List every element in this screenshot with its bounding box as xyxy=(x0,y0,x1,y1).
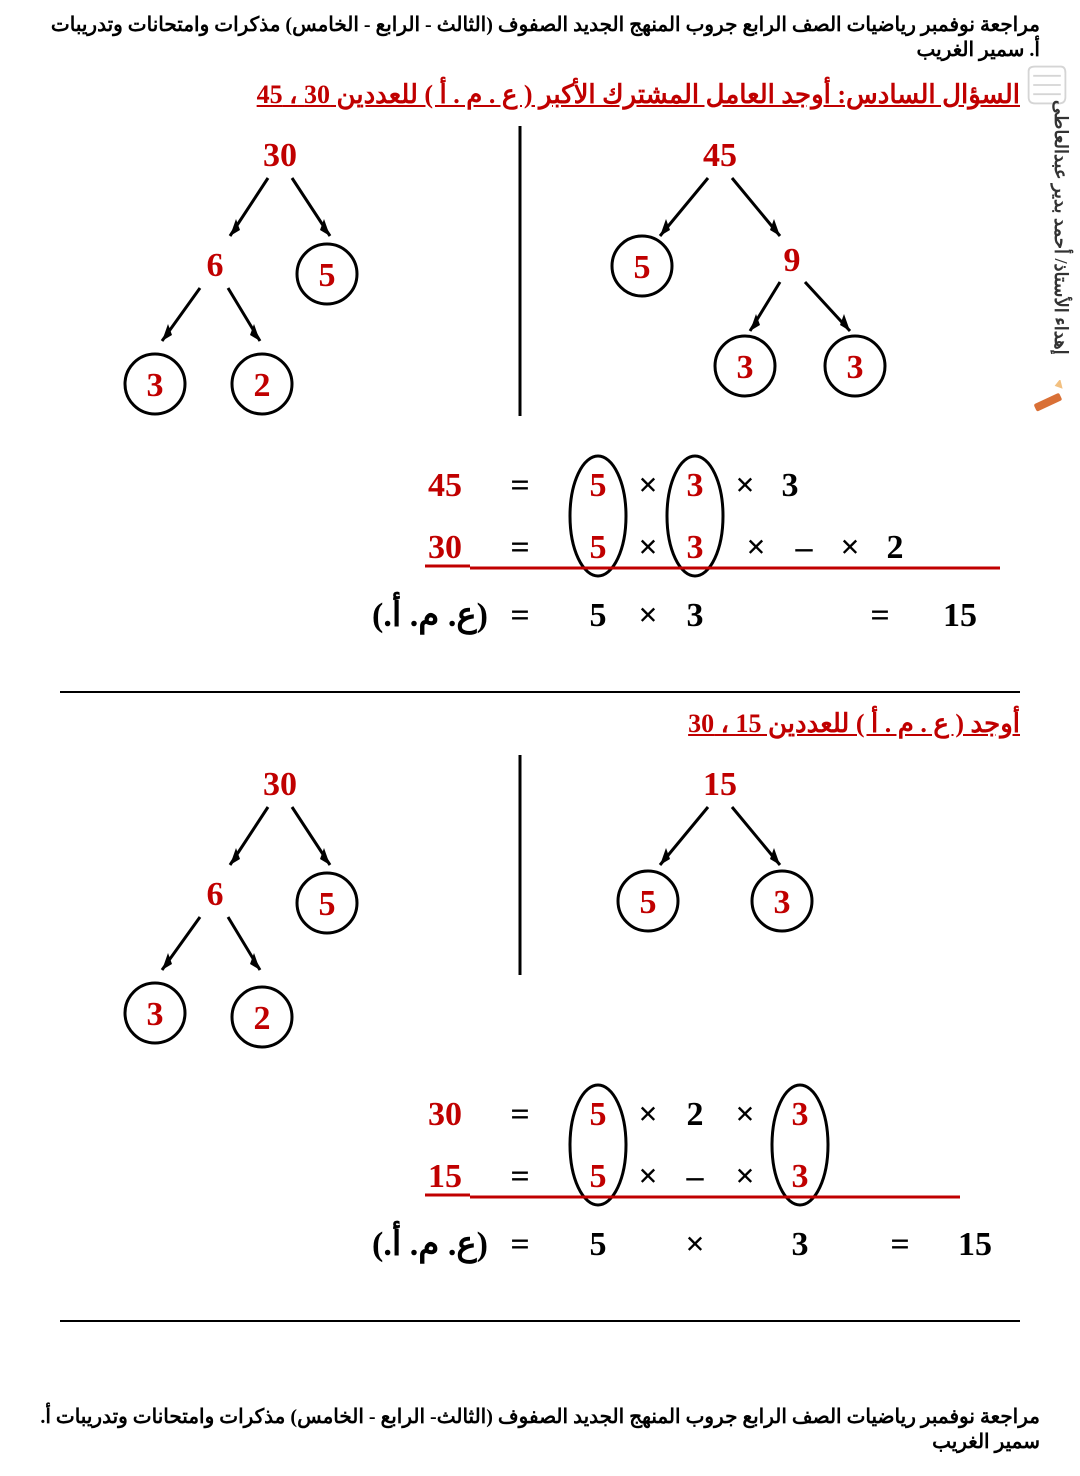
q1-n2: 45 xyxy=(257,80,283,109)
svg-text:=: = xyxy=(510,1226,529,1263)
footer-text-b: (الثالث- الرابع - الخامس) xyxy=(290,1406,492,1428)
tree-node: 3 xyxy=(774,884,791,921)
tree-node: 9 xyxy=(784,242,801,279)
tree-node: 45 xyxy=(703,137,737,174)
svg-text:=: = xyxy=(510,1096,529,1133)
q1-tree-45: 45 5 9 3 3 xyxy=(612,137,885,396)
tree-node: 3 xyxy=(147,996,164,1033)
svg-text:×: × xyxy=(638,1158,657,1195)
gcf-result: 15 xyxy=(958,1226,992,1263)
eq-lhs: 30 xyxy=(428,529,462,566)
eq-lhs: 30 xyxy=(428,1096,462,1133)
tree-node: 5 xyxy=(319,257,336,294)
tree-node: 3 xyxy=(737,349,754,386)
q2-equations: 30 = 5 × 2 × 3 15 = 5 × – × 3 (ع. م. أ.)… xyxy=(372,1085,992,1264)
svg-text:×: × xyxy=(735,1096,754,1133)
svg-text:×: × xyxy=(735,467,754,504)
q1-n1: 30 xyxy=(304,80,330,109)
q2-n2: 30 xyxy=(688,709,714,738)
tree-node: 6 xyxy=(207,247,224,284)
eq-term: – xyxy=(686,1158,705,1195)
svg-text:×: × xyxy=(735,1158,754,1195)
eq-term: – xyxy=(795,529,814,566)
eq-term: 3 xyxy=(687,467,704,504)
header-text-b: (الثالث - الرابع - الخامس) xyxy=(285,14,492,36)
q1-title-text: السؤال السادس: أوجد العامل المشترك الأكب… xyxy=(330,80,1020,109)
tree-node: 6 xyxy=(207,876,224,913)
eq-term: 3 xyxy=(782,467,799,504)
svg-text:×: × xyxy=(638,529,657,566)
q1-title: السؤال السادس: أوجد العامل المشترك الأكب… xyxy=(0,74,1080,116)
svg-text:×: × xyxy=(840,529,859,566)
svg-text:=: = xyxy=(510,1158,529,1195)
header-text-a: مراجعة نوفمبر رياضيات الصف الرابع جروب ا… xyxy=(493,14,1040,36)
q1-sep: ، xyxy=(283,80,298,109)
svg-text:×: × xyxy=(746,529,765,566)
eq-term: 2 xyxy=(687,1096,704,1133)
q1-tree-30: 30 6 5 3 2 xyxy=(125,137,357,414)
tree-node: 5 xyxy=(634,249,651,286)
eq-term: 3 xyxy=(792,1096,809,1133)
svg-text:×: × xyxy=(638,1096,657,1133)
gcf-label: (ع. م. أ.) xyxy=(372,592,488,635)
gcf-term: 3 xyxy=(792,1226,809,1263)
q2-tree-30: 30 6 5 3 2 xyxy=(125,766,357,1047)
svg-text:×: × xyxy=(638,597,657,634)
tree-node: 30 xyxy=(263,766,297,803)
gcf-label: (ع. م. أ.) xyxy=(372,1221,488,1264)
q2-sep: ، xyxy=(714,709,729,738)
eq-term: 5 xyxy=(590,529,607,566)
gcf-term: 5 xyxy=(590,597,607,634)
tree-node: 5 xyxy=(640,884,657,921)
eq-term: 5 xyxy=(590,467,607,504)
q1-equations: 45 = 5 × 3 × 3 30 = 5 × 3 × – × 2 (ع. م.… xyxy=(372,456,1000,635)
worksheet-page: مراجعة نوفمبر رياضيات الصف الرابع جروب ا… xyxy=(0,0,1080,1476)
tree-node: 2 xyxy=(254,1000,271,1037)
gcf-term: 5 xyxy=(590,1226,607,1263)
gcf-result: 15 xyxy=(943,597,977,634)
tree-node: 30 xyxy=(263,137,297,174)
section-divider xyxy=(60,691,1020,693)
eq-term: 5 xyxy=(590,1158,607,1195)
svg-text:×: × xyxy=(685,1226,704,1263)
tree-node: 5 xyxy=(319,886,336,923)
footer-text-a: مراجعة نوفمبر رياضيات الصف الرابع جروب ا… xyxy=(493,1406,1040,1428)
tree-node: 3 xyxy=(847,349,864,386)
q2-tree-15: 15 5 3 xyxy=(618,766,812,931)
gcf-term: 3 xyxy=(687,597,704,634)
eq-term: 2 xyxy=(887,529,904,566)
tree-node: 3 xyxy=(147,367,164,404)
q1-diagram: 30 6 5 3 2 45 5 9 xyxy=(0,116,1080,676)
q2-title-text: أوجد ( ع . م . أ ) للعددين xyxy=(762,709,1020,738)
q2-n1: 15 xyxy=(736,709,762,738)
svg-text:=: = xyxy=(510,597,529,634)
svg-text:=: = xyxy=(890,1226,909,1263)
svg-text:=: = xyxy=(510,529,529,566)
eq-lhs: 15 xyxy=(428,1158,462,1195)
q2-title: أوجد ( ع . م . أ ) للعددين 15 ، 30 xyxy=(0,703,1080,745)
svg-text:×: × xyxy=(638,467,657,504)
eq-term: 5 xyxy=(590,1096,607,1133)
page-header: مراجعة نوفمبر رياضيات الصف الرابع جروب ا… xyxy=(0,0,1080,74)
q2-diagram: 30 6 5 3 2 15 5 3 xyxy=(0,745,1080,1305)
eq-term: 3 xyxy=(792,1158,809,1195)
tree-node: 15 xyxy=(703,766,737,803)
svg-text:=: = xyxy=(510,467,529,504)
page-footer: مراجعة نوفمبر رياضيات الصف الرابع جروب ا… xyxy=(0,1392,1080,1466)
eq-term: 3 xyxy=(687,529,704,566)
tree-node: 2 xyxy=(254,367,271,404)
section-divider-2 xyxy=(60,1320,1020,1322)
svg-text:=: = xyxy=(870,597,889,634)
eq-lhs: 45 xyxy=(428,467,462,504)
